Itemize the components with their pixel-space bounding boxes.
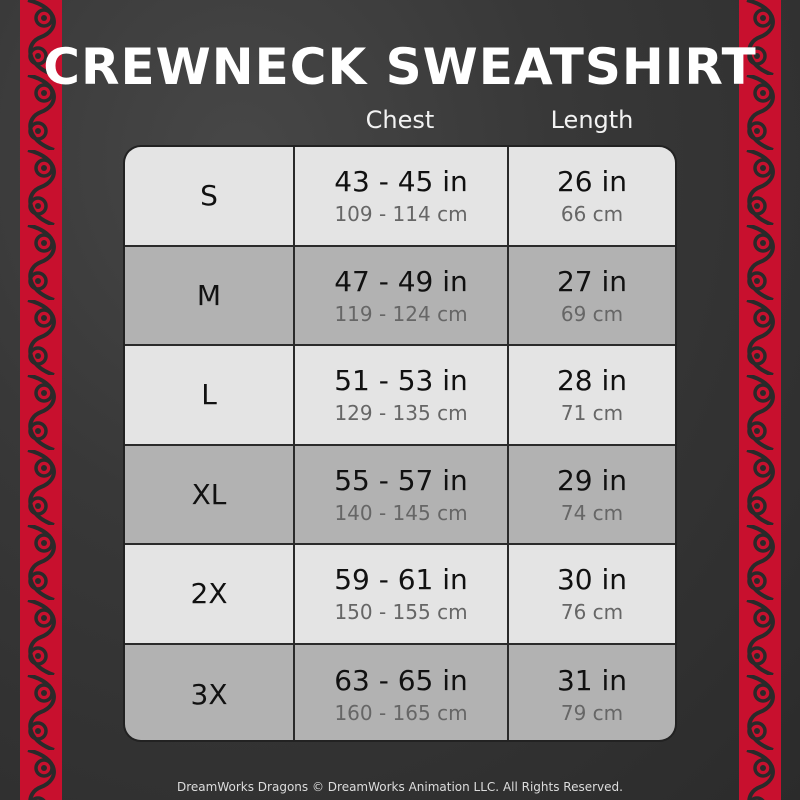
chest-cm: 109 - 114 cm bbox=[334, 202, 468, 227]
length-inches: 30 in bbox=[556, 563, 628, 597]
chest-cm: 129 - 135 cm bbox=[334, 401, 468, 426]
column-header-length: Length bbox=[550, 106, 634, 134]
length-cm: 76 cm bbox=[560, 600, 624, 625]
chest-cell: 59 - 61 in 150 - 155 cm bbox=[295, 545, 509, 643]
size-label: 2X bbox=[190, 577, 228, 611]
length-cell: 27 in 69 cm bbox=[509, 247, 675, 345]
chest-cm: 160 - 165 cm bbox=[334, 700, 468, 725]
chest-inches: 47 - 49 in bbox=[334, 264, 468, 298]
chest-cell: 55 - 57 in 140 - 145 cm bbox=[295, 445, 509, 543]
length-cm: 66 cm bbox=[560, 202, 624, 227]
length-inches: 28 in bbox=[556, 364, 628, 398]
length-cm: 79 cm bbox=[560, 700, 624, 725]
size-cell: XL bbox=[125, 445, 295, 543]
size-label: M bbox=[196, 278, 222, 312]
length-inches: 31 in bbox=[556, 663, 628, 697]
size-label: 3X bbox=[190, 677, 228, 711]
table-row: S 43 - 45 in 109 - 114 cm 26 in 66 cm bbox=[125, 147, 675, 247]
length-cell: 28 in 71 cm bbox=[509, 346, 675, 444]
chest-inches: 63 - 65 in bbox=[334, 663, 468, 697]
table-row: M 47 - 49 in 119 - 124 cm 27 in 69 cm bbox=[125, 246, 675, 346]
column-header-chest: Chest bbox=[365, 106, 435, 134]
length-cm: 69 cm bbox=[560, 301, 624, 326]
chest-inches: 59 - 61 in bbox=[334, 563, 468, 597]
chest-cell: 63 - 65 in 160 - 165 cm bbox=[295, 644, 509, 740]
size-chart-table: S 43 - 45 in 109 - 114 cm 26 in 66 cm M 47 - 4… bbox=[123, 145, 677, 742]
copyright-footer: DreamWorks Dragons © DreamWorks Animatio… bbox=[177, 780, 623, 794]
length-cm: 74 cm bbox=[560, 500, 624, 525]
size-cell: 2X bbox=[125, 545, 295, 643]
chest-cell: 47 - 49 in 119 - 124 cm bbox=[295, 246, 509, 344]
chest-inches: 43 - 45 in bbox=[334, 165, 468, 199]
chest-cm: 140 - 145 cm bbox=[334, 500, 468, 525]
size-label: XL bbox=[191, 477, 227, 511]
spiral-border-right bbox=[739, 0, 781, 800]
chest-inches: 51 - 53 in bbox=[334, 364, 468, 398]
size-label: S bbox=[200, 179, 218, 213]
length-cell: 26 in 66 cm bbox=[509, 147, 675, 245]
spiral-border-left bbox=[20, 0, 62, 800]
table-row: 3X 63 - 65 in 160 - 165 cm 31 in 79 cm bbox=[125, 644, 675, 741]
length-inches: 29 in bbox=[556, 463, 628, 497]
chest-cell: 43 - 45 in 109 - 114 cm bbox=[295, 147, 509, 245]
size-cell: L bbox=[125, 346, 295, 444]
size-cell: S bbox=[125, 147, 295, 245]
length-cell: 30 in 76 cm bbox=[509, 545, 675, 643]
size-label: L bbox=[201, 378, 217, 412]
chest-inches: 55 - 57 in bbox=[334, 463, 468, 497]
chest-cm: 119 - 124 cm bbox=[334, 301, 468, 326]
size-cell: 3X bbox=[125, 644, 295, 740]
length-cm: 71 cm bbox=[560, 401, 624, 426]
table-row: L 51 - 53 in 129 - 135 cm 28 in 71 cm bbox=[125, 346, 675, 446]
table-row: 2X 59 - 61 in 150 - 155 cm 30 in 76 cm bbox=[125, 545, 675, 645]
table-row: XL 55 - 57 in 140 - 145 cm 29 in 74 cm bbox=[125, 445, 675, 545]
size-cell: M bbox=[125, 246, 295, 344]
page-title: CREWNECK SWEATSHIRT bbox=[43, 38, 757, 96]
chest-cm: 150 - 155 cm bbox=[334, 600, 468, 625]
chest-cell: 51 - 53 in 129 - 135 cm bbox=[295, 346, 509, 444]
length-cell: 31 in 79 cm bbox=[509, 645, 675, 741]
length-cell: 29 in 74 cm bbox=[509, 446, 675, 544]
length-inches: 26 in bbox=[556, 165, 628, 199]
length-inches: 27 in bbox=[556, 264, 628, 298]
